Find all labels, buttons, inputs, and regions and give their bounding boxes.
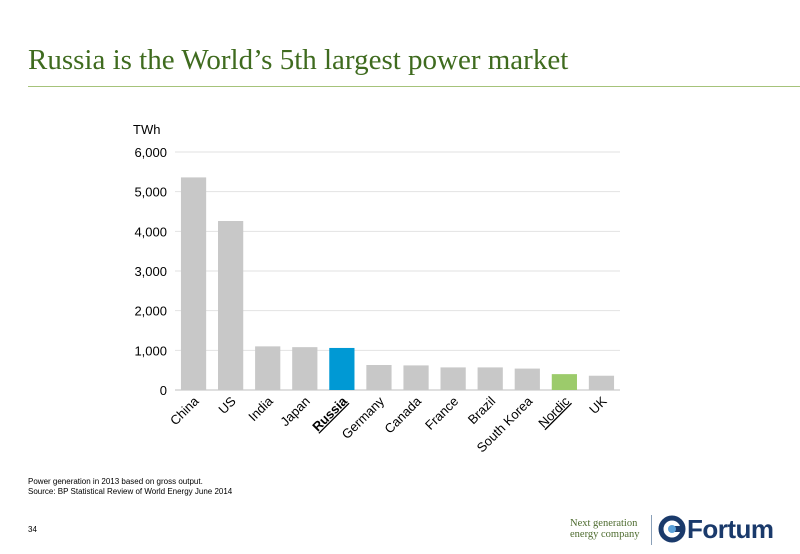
y-tick-label: 0 [160,383,167,398]
page-number: 34 [28,525,37,534]
bar-brazil [477,367,503,390]
y-axis-label: TWh [133,122,160,137]
y-tick-labels: 0 1,000 2,000 3,000 4,000 5,000 6,000 [134,145,167,398]
x-tick-label: Japan [277,394,313,430]
bar-us [218,221,244,390]
logo-separator [651,515,652,545]
title-divider [28,86,800,87]
bar-france [440,367,466,390]
gridlines [175,151,620,391]
bars [180,177,615,390]
x-tick-label: Canada [381,393,424,436]
y-tick-label: 4,000 [134,224,167,239]
fortum-logo: Fortum [658,513,774,545]
tagline: Next generation energy company [570,518,640,540]
y-tick-label: 2,000 [134,304,167,319]
x-tick-label: India [245,393,276,424]
tagline-line-1: Next generation [570,518,638,529]
bar-japan [292,347,318,390]
bar-germany [366,365,392,390]
fortum-mark-icon [658,515,686,543]
bar-canada [403,365,429,390]
footnote-source: Source: BP Statistical Review of World E… [28,487,233,496]
page-title: Russia is the World’s 5th largest power … [28,44,569,76]
x-tick-label: Brazil [465,393,499,427]
bar-russia [329,347,355,390]
y-tick-label: 3,000 [134,264,167,279]
x-tick-label: UK [586,393,610,417]
bar-south-korea [514,368,540,390]
x-tick-label: China [167,393,202,428]
x-tick-label: Nordic [535,393,573,431]
x-tick-label: US [215,393,239,417]
footnote-basis: Power generation in 2013 based on gross … [28,477,203,486]
x-tick-labels: China US India JapanRussiaGermanyCanadaFran… [167,393,610,455]
y-tick-label: 5,000 [134,185,167,200]
footnotes: Power generation in 2013 based on gross … [28,477,232,497]
x-tick-label: France [422,394,461,433]
bar-uk [588,375,615,390]
bar-nordic [551,374,577,390]
logo-wordmark: Fortum [687,513,774,544]
tagline-line-2: energy company [570,529,640,540]
y-tick-label: 1,000 [134,343,167,358]
bar-china [180,177,207,390]
bar-india [255,346,281,390]
y-tick-label: 6,000 [134,145,167,160]
